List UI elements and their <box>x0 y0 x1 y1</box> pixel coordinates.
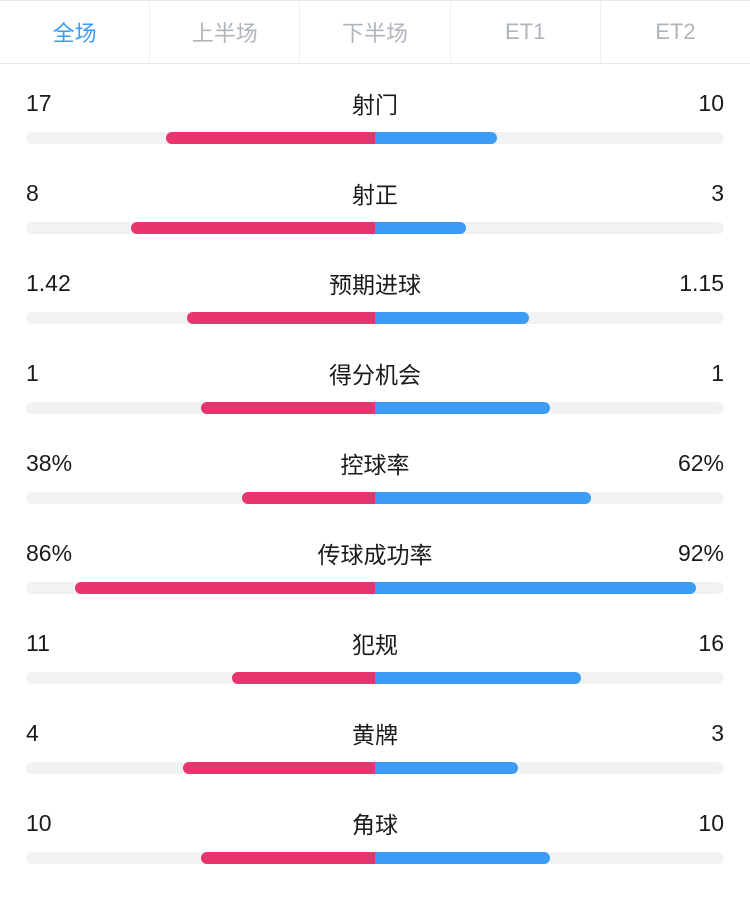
stat-row: 11犯规16 <box>26 626 724 684</box>
stat-bar <box>26 762 724 774</box>
stat-row: 4黄牌3 <box>26 716 724 774</box>
stat-row: 86%传球成功率92% <box>26 536 724 594</box>
stat-bar-left-fill <box>75 582 375 594</box>
stat-right-value: 10 <box>664 90 724 117</box>
stat-bar-left-fill <box>187 312 375 324</box>
stat-bar-left-fill <box>166 132 375 144</box>
stat-header: 4黄牌3 <box>26 716 724 750</box>
stat-bar <box>26 222 724 234</box>
stat-left-value: 17 <box>26 90 86 117</box>
tab-2[interactable]: 下半场 <box>300 1 450 63</box>
stat-left-value: 86% <box>26 540 86 567</box>
stat-header: 86%传球成功率92% <box>26 536 724 570</box>
stat-label: 犯规 <box>86 626 664 660</box>
stat-header: 1得分机会1 <box>26 356 724 390</box>
stat-header: 11犯规16 <box>26 626 724 660</box>
stat-bar-left-fill <box>201 852 376 864</box>
stat-left-value: 4 <box>26 720 86 747</box>
stat-left-value: 11 <box>26 630 86 657</box>
stat-right-value: 1.15 <box>664 270 724 297</box>
stat-row: 1得分机会1 <box>26 356 724 414</box>
stat-bar-left-fill <box>131 222 375 234</box>
stat-bar <box>26 852 724 864</box>
stat-bar-right-fill <box>375 762 518 774</box>
stat-left-value: 10 <box>26 810 86 837</box>
stat-right-value: 3 <box>664 720 724 747</box>
stat-right-value: 62% <box>664 450 724 477</box>
tab-4[interactable]: ET2 <box>601 1 750 63</box>
stat-header: 10角球10 <box>26 806 724 840</box>
stat-label: 黄牌 <box>86 716 664 750</box>
stat-bar <box>26 582 724 594</box>
stats-list: 17射门108射正31.42预期进球1.151得分机会138%控球率62%86%… <box>0 64 750 906</box>
stat-bar-left-fill <box>232 672 375 684</box>
stat-row: 1.42预期进球1.15 <box>26 266 724 324</box>
stat-bar-right-fill <box>375 402 550 414</box>
tab-1[interactable]: 上半场 <box>150 1 300 63</box>
stat-left-value: 1 <box>26 360 86 387</box>
stat-bar <box>26 312 724 324</box>
tab-3[interactable]: ET1 <box>451 1 601 63</box>
stat-label: 射门 <box>86 86 664 120</box>
stat-label: 得分机会 <box>86 356 664 390</box>
stat-right-value: 10 <box>664 810 724 837</box>
stat-bar-right-fill <box>375 312 529 324</box>
stat-bar <box>26 672 724 684</box>
stat-right-value: 16 <box>664 630 724 657</box>
stat-bar-right-fill <box>375 672 581 684</box>
stat-header: 8射正3 <box>26 176 724 210</box>
stat-bar-left-fill <box>183 762 375 774</box>
stat-row: 17射门10 <box>26 86 724 144</box>
stat-bar <box>26 402 724 414</box>
stat-header: 1.42预期进球1.15 <box>26 266 724 300</box>
stat-bar-right-fill <box>375 492 591 504</box>
stat-label: 射正 <box>86 176 664 210</box>
stat-bar-right-fill <box>375 852 550 864</box>
stat-label: 控球率 <box>86 446 664 480</box>
stat-label: 传球成功率 <box>86 536 664 570</box>
stat-label: 角球 <box>86 806 664 840</box>
stat-bar-right-fill <box>375 132 497 144</box>
stat-label: 预期进球 <box>86 266 664 300</box>
stat-bar-left-fill <box>201 402 376 414</box>
stats-tabs: 全场上半场下半场ET1ET2 <box>0 0 750 64</box>
stat-right-value: 3 <box>664 180 724 207</box>
stat-bar-right-fill <box>375 222 466 234</box>
stat-right-value: 92% <box>664 540 724 567</box>
stat-header: 17射门10 <box>26 86 724 120</box>
stat-bar-left-fill <box>242 492 375 504</box>
stat-row: 10角球10 <box>26 806 724 864</box>
tab-0[interactable]: 全场 <box>0 1 150 63</box>
stat-row: 8射正3 <box>26 176 724 234</box>
stat-left-value: 38% <box>26 450 86 477</box>
stat-left-value: 8 <box>26 180 86 207</box>
stat-left-value: 1.42 <box>26 270 86 297</box>
stat-right-value: 1 <box>664 360 724 387</box>
stat-bar <box>26 492 724 504</box>
stat-bar <box>26 132 724 144</box>
stat-row: 38%控球率62% <box>26 446 724 504</box>
stat-header: 38%控球率62% <box>26 446 724 480</box>
stat-bar-right-fill <box>375 582 696 594</box>
